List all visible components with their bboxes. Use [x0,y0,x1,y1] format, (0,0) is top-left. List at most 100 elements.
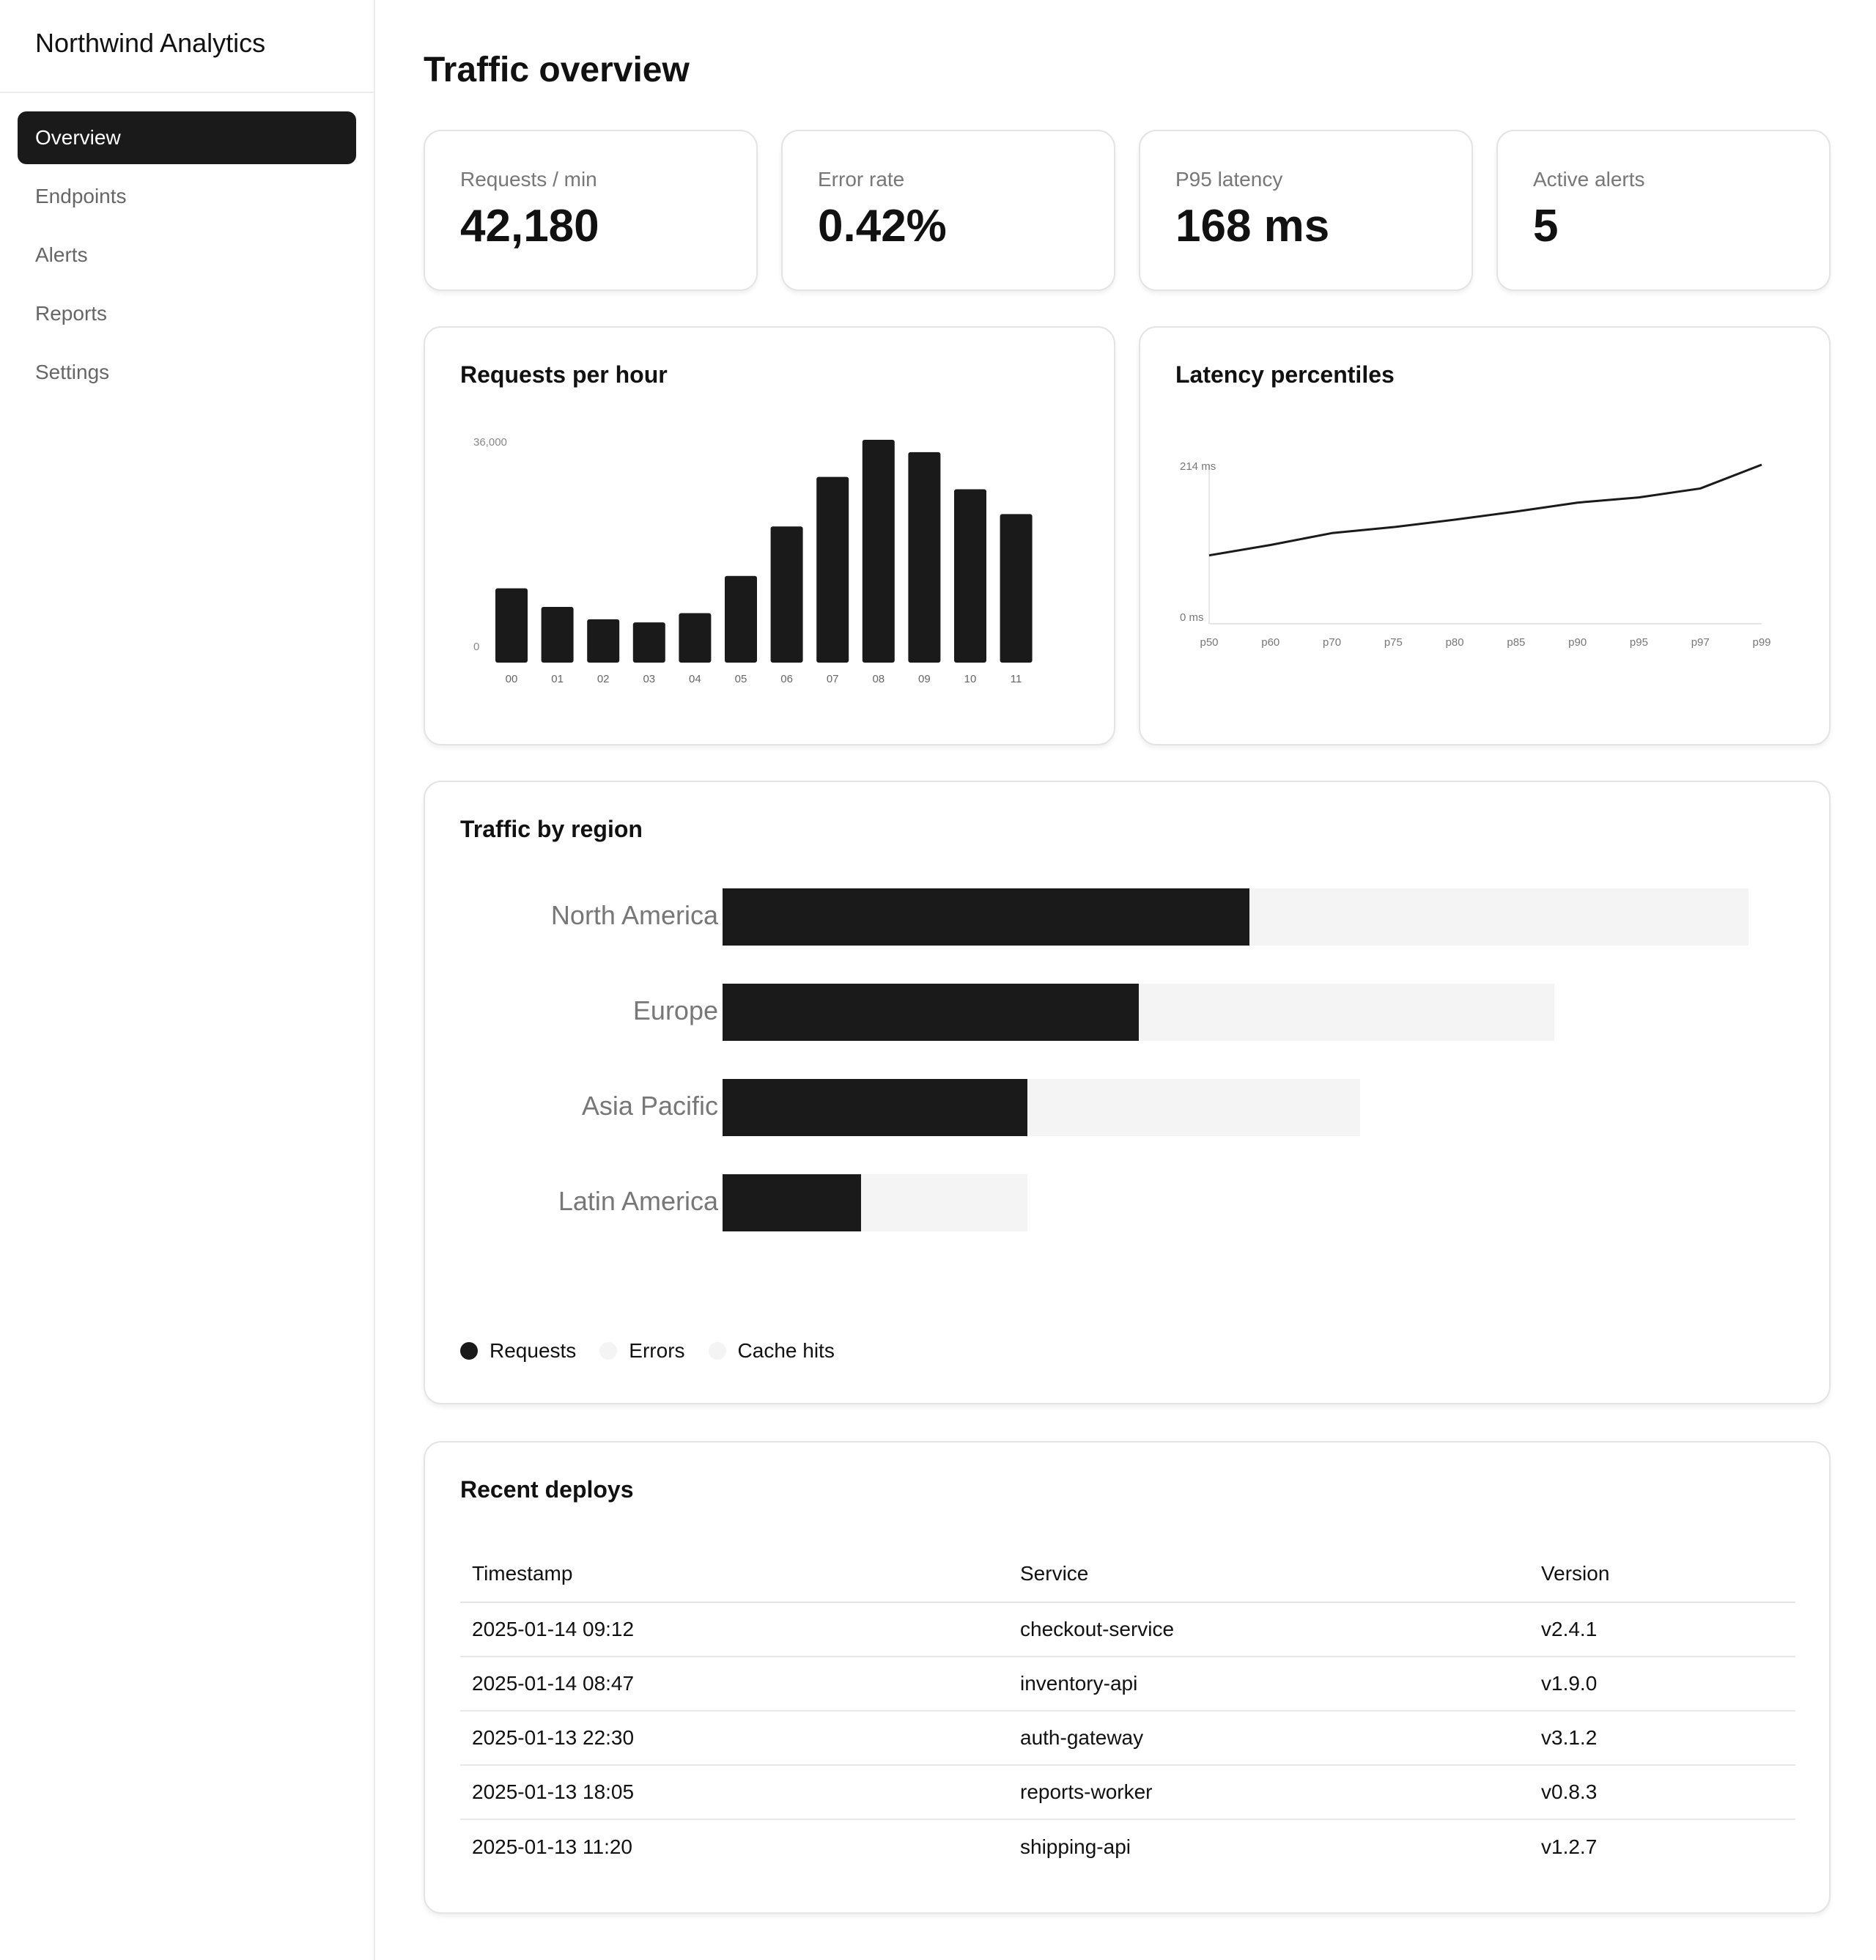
sidebar-nav: Overview Endpoints Alerts Reports Settin… [0,93,374,399]
legend-item: Requests [460,1339,576,1363]
region-row: Latin America [425,1174,1832,1231]
legend-item: Cache hits [708,1339,835,1363]
cell-service: inventory-api [1008,1657,1529,1712]
region-bar-segment [723,1079,1028,1136]
x-tick-label: p90 [1568,636,1587,649]
table-row[interactable]: 2025-01-14 09:12 checkout-service v2.4.1 [460,1602,1795,1657]
region-row: Asia Pacific [425,1079,1832,1136]
legend-label: Cache hits [737,1339,835,1362]
region-bar-segment [723,1174,862,1231]
x-tick-label: 07 [827,673,839,685]
deploys-table: Timestamp Service Version 2025-01-14 09:… [460,1545,1795,1874]
x-tick-label: p97 [1691,636,1710,649]
legend-swatch [599,1342,618,1360]
bar [587,619,620,663]
sidebar-item-reports[interactable]: Reports [35,302,108,325]
x-tick-label: 00 [506,673,518,685]
table-row[interactable]: 2025-01-13 22:30 auth-gateway v3.1.2 [460,1711,1795,1766]
kpi-label: P95 latency [1175,168,1283,191]
x-tick-label: 09 [918,673,931,685]
table-row[interactable]: 2025-01-14 08:47 inventory-api v1.9.0 [460,1657,1795,1712]
bar [1000,514,1033,663]
cell-timestamp: 2025-01-14 08:47 [460,1657,1008,1712]
region-bar-track [723,984,1555,1041]
kpi-value: 168 ms [1175,201,1330,251]
cell-timestamp: 2025-01-14 09:12 [460,1602,1008,1657]
y-tick-label: 0 [473,641,479,653]
x-tick-label: 03 [643,673,655,685]
region-label: Latin America [558,1186,718,1216]
bar [632,622,665,663]
y-tick-label: 0 ms [1180,611,1204,624]
column-header-version[interactable]: Version [1529,1545,1795,1603]
x-tick-label: p50 [1200,636,1218,649]
column-header-service[interactable]: Service [1008,1545,1529,1603]
legend-swatch [708,1342,726,1360]
x-tick-label: p85 [1507,636,1525,649]
sidebar-item-alerts[interactable]: Alerts [35,243,88,266]
region-chart-title: Traffic by region [460,816,643,842]
kpi-card-active-alerts: Active alerts 5 [1496,130,1831,291]
cell-service: checkout-service [1008,1602,1529,1657]
x-tick-label: p95 [1630,636,1648,649]
bar [816,476,849,663]
y-tick-label: 214 ms [1180,460,1216,473]
region-bar-track [723,1174,1028,1231]
requests-chart-card: Requests per hour 36,000 0 00 01 02 03 04 05 06 0… [424,326,1115,745]
latency-chart-card: Latency percentiles 214 ms 0 ms p50 p60 p70 p… [1139,326,1831,745]
bar [862,440,895,663]
region-bar-segment [723,984,1139,1041]
bar [770,526,803,663]
cell-timestamp: 2025-01-13 11:20 [472,1835,632,1858]
sidebar-item-settings[interactable]: Settings [35,361,110,383]
region-chart-card: Traffic by region North America Europe Asi… [424,781,1831,1404]
region-legend: Requests Errors Cache hits [460,1339,858,1363]
x-tick-label: 08 [872,673,885,685]
kpi-label: Error rate [818,168,905,191]
region-bar-segment [1138,984,1555,1041]
region-row: Europe [425,984,1832,1041]
cell-version: v3.1.2 [1529,1711,1795,1766]
cell-version: v1.9.0 [1529,1657,1795,1712]
bar [541,607,574,663]
cell-service: shipping-api [1020,1835,1131,1858]
x-tick-label: 11 [1011,673,1022,685]
app-title: Northwind Analytics [0,0,374,93]
kpi-card-error-rate: Error rate 0.42% [781,130,1115,291]
requests-chart-title: Requests per hour [460,361,668,388]
kpi-value: 42,180 [460,201,599,251]
latency-chart-title: Latency percentiles [1175,361,1395,388]
deploys-title: Recent deploys [460,1476,634,1503]
column-header-timestamp[interactable]: Timestamp [460,1545,1008,1603]
region-bar-track [723,888,1748,946]
cell-timestamp: 2025-01-13 18:05 [460,1765,1008,1820]
region-bar-segment [1249,888,1582,946]
x-tick-label: p60 [1261,636,1279,649]
kpi-value: 5 [1533,201,1559,251]
sidebar-item-overview[interactable]: Overview [18,111,356,164]
x-tick-label: p99 [1752,636,1770,649]
kpi-card-requests: Requests / min 42,180 [424,130,758,291]
table-row[interactable]: 2025-01-13 18:05 reports-worker v0.8.3 [460,1765,1795,1820]
x-tick-label: 04 [689,673,701,685]
bar [495,588,528,663]
x-tick-label: 02 [597,673,610,685]
legend-swatch [460,1342,478,1360]
y-tick-label: 36,000 [473,436,507,449]
x-tick-label: p75 [1384,636,1403,649]
bar [679,613,712,663]
table-header-row: Timestamp Service Version [460,1545,1795,1603]
latency-line-chart: 214 ms 0 ms p50 p60 p70 p75 p80 p85 p90 p95 p97 p99 [1180,460,1771,649]
bar [954,489,986,663]
page-title: Traffic overview [424,51,690,89]
cell-version: v2.4.1 [1529,1602,1795,1657]
x-tick-label: p80 [1446,636,1464,649]
sidebar: Northwind Analytics Overview Endpoints A… [0,0,375,1960]
kpi-value: 0.42% [818,201,947,251]
x-tick-label: 06 [780,673,793,685]
table-row[interactable]: 2025-01-13 11:20 shipping-api v1.2.7 [460,1819,1795,1874]
kpi-label: Active alerts [1533,168,1645,191]
sidebar-item-endpoints[interactable]: Endpoints [35,185,127,207]
x-tick-label: p70 [1323,636,1341,649]
